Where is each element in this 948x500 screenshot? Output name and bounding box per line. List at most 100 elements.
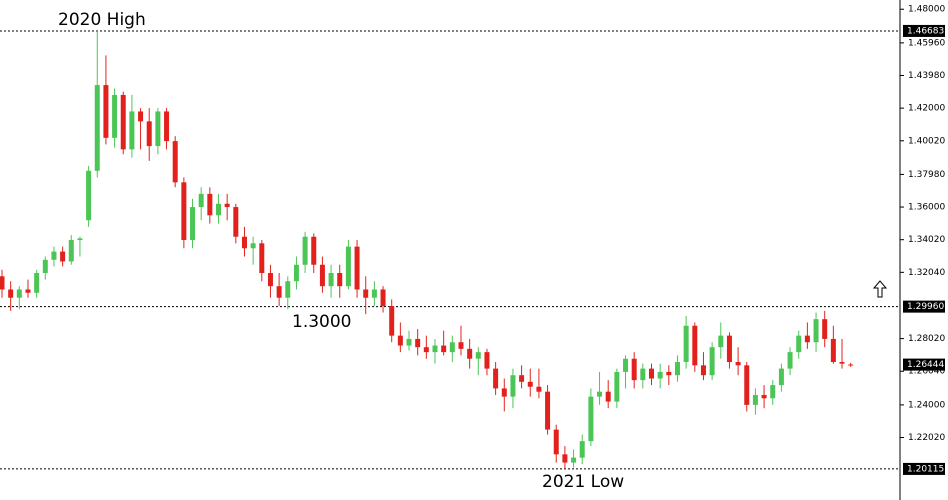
candle-body (415, 338, 421, 348)
candle-body (103, 85, 109, 138)
candle-body (207, 193, 213, 216)
candle-body (726, 335, 732, 363)
last-price-box (903, 358, 945, 371)
candle-body (666, 371, 672, 376)
candle-body (744, 365, 750, 405)
candle-body (138, 111, 144, 122)
candle-body (848, 364, 854, 366)
y-tick-label: 1.37980 (908, 170, 945, 180)
candle-body (536, 386, 542, 392)
candle-body (42, 259, 48, 273)
candle-body (190, 207, 196, 241)
candle-body (683, 325, 689, 363)
candle-body (432, 345, 438, 353)
candle-body (501, 388, 507, 397)
y-tick-label: 1.32040 (908, 268, 945, 278)
candle-body (484, 352, 490, 369)
candle-body (700, 365, 706, 376)
candle-body (120, 94, 126, 150)
candle-body (276, 286, 282, 298)
candle-body (86, 170, 92, 221)
candle-body (363, 289, 369, 298)
candle-body (778, 368, 784, 386)
candle-body (311, 236, 317, 265)
level-label: 1.29960 (907, 302, 944, 312)
candle-body (267, 272, 273, 287)
candle-body (423, 347, 429, 353)
candle-body (181, 182, 187, 241)
candle-body (527, 381, 533, 387)
candle-body (354, 246, 360, 290)
candle-body (830, 338, 836, 363)
candle-body (241, 236, 247, 249)
annotation: 2020 High (58, 10, 146, 30)
candle-body (510, 375, 516, 397)
candle-body (337, 272, 343, 287)
candle-body (293, 264, 299, 282)
candle-body (51, 251, 57, 260)
annotation: 1.3000 (292, 312, 351, 332)
level-box (903, 462, 945, 475)
candle-body (216, 203, 221, 216)
candle-body (709, 347, 715, 376)
candle-body (770, 385, 776, 399)
candle-body (198, 193, 204, 208)
last-price-label: 1.26444 (907, 360, 944, 370)
candle-body (34, 272, 40, 293)
y-tick-label: 1.28020 (908, 334, 945, 344)
candle-body (813, 319, 819, 343)
candle-body (112, 94, 118, 138)
candle-body (8, 289, 14, 298)
arrow-icon (872, 280, 888, 298)
y-tick-label: 1.40020 (908, 136, 945, 146)
candle-body (60, 251, 66, 262)
candle-body (441, 345, 447, 353)
candle-body (285, 281, 291, 298)
candle-body (545, 391, 551, 430)
level-box (903, 24, 945, 37)
candle-body (16, 289, 22, 298)
candle-body (562, 454, 568, 463)
candle-body (155, 111, 161, 147)
level-label: 1.46683 (907, 26, 944, 36)
candle-body (380, 289, 386, 306)
candle-body (475, 352, 481, 359)
candle-body (787, 352, 793, 369)
candle-body (752, 394, 758, 405)
candle-body (146, 121, 152, 147)
y-tick-label: 1.36000 (908, 203, 945, 213)
candle-body (164, 111, 170, 142)
candle-body (640, 368, 646, 381)
candle-body (233, 207, 239, 237)
candle-body (449, 342, 455, 353)
candle-body (467, 348, 473, 359)
candle-body (68, 240, 74, 262)
candle-body (804, 335, 810, 343)
candle-body (839, 362, 845, 364)
y-tick-label: 1.42000 (908, 104, 945, 114)
candle-body (172, 141, 178, 183)
candle-body (579, 441, 585, 458)
candle-body (649, 368, 654, 379)
level-box (903, 300, 945, 313)
y-tick-label: 1.43980 (908, 71, 945, 81)
candle-body (302, 236, 308, 265)
candle-body (224, 203, 230, 208)
level-label: 1.20115 (907, 464, 944, 474)
candle-body (761, 394, 767, 399)
y-tick-label: 1.34020 (908, 235, 945, 245)
candle-body (614, 371, 620, 402)
y-tick-label: 1.45960 (908, 38, 945, 48)
y-tick-label: 1.24000 (908, 400, 945, 410)
y-tick-label: 1.22020 (908, 433, 945, 443)
candle-body (631, 358, 637, 381)
candle-body (94, 85, 100, 171)
candle-body (458, 342, 464, 349)
candle-body (657, 371, 663, 379)
candle-body (319, 264, 325, 287)
candle-body (259, 243, 265, 273)
candle-body (519, 375, 525, 382)
candle-body (796, 335, 802, 353)
candle-body (389, 305, 395, 336)
